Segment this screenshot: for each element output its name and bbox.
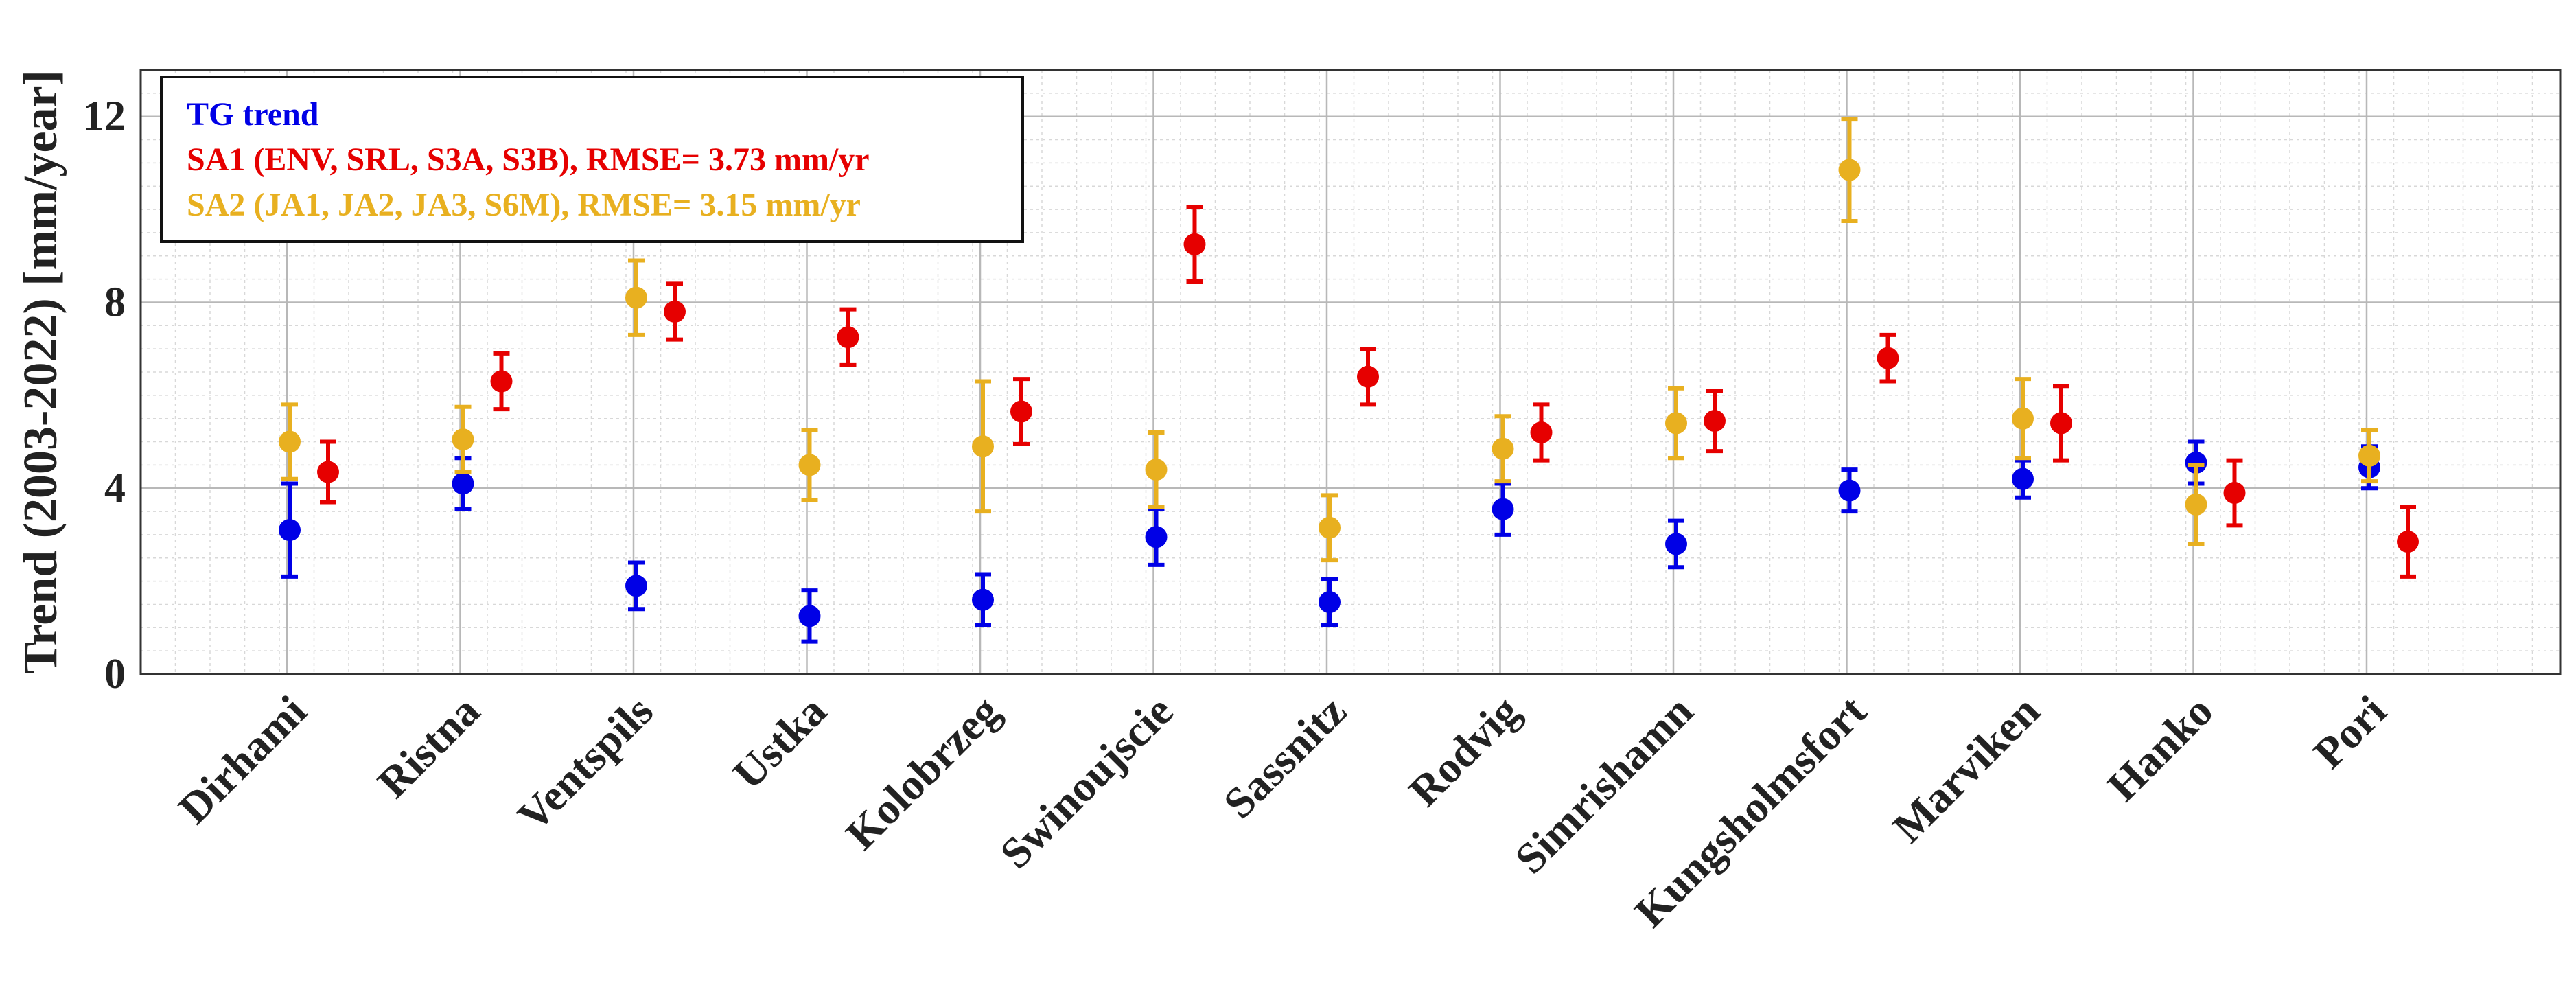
plot-frame [139,69,2562,675]
x-tick-label: Kolobrzeg [837,686,1009,859]
y-tick-label: 12 [83,93,126,140]
data-point [1145,526,1168,548]
x-tick-label: Rodvig [1400,686,1529,816]
x-tick-label: Swinoujscie [990,686,1182,878]
x-tick-label: Sassnitz [1214,686,1356,828]
legend-entry-sa1: SA1 (ENV, SRL, S3A, S3B), RMSE= 3.73 mm/… [187,141,870,178]
data-point [1357,365,1379,388]
data-point [837,326,859,349]
data-point [972,588,994,611]
y-tick-label: 4 [104,465,126,511]
y-axis-label: Trend (2003-2022) [mm/year] [14,70,67,674]
data-point [625,286,647,309]
data-point [1492,437,1514,460]
data-point [1183,233,1206,255]
data-point [1877,347,1899,369]
data-point [1319,591,1341,614]
data-point [625,575,647,597]
data-point [2012,467,2034,490]
legend-box [160,76,1024,243]
data-point [1145,459,1168,481]
x-tick-label: Hanko [2098,686,2222,811]
x-tick-labels: Dirhami Ristna Ventspils Ustka KolobrzegSwin… [169,686,2395,936]
x-tick-label: Ventspils [508,686,662,841]
y-tick-label: 0 [104,651,126,697]
data-point [1838,479,1861,502]
data-point [490,370,513,393]
y-tick-labels: 0 4 8 12 [83,93,126,697]
data-point [1319,516,1341,539]
data-point [2185,493,2207,516]
data-point [452,428,474,451]
data-point [1665,533,1687,555]
data-point [2185,452,2207,474]
x-tick-label: Ristna [368,686,489,807]
x-tick-label: Pori [2304,686,2395,778]
x-tick-label: Simrishamn [1505,686,1702,883]
data-point [1492,498,1514,520]
data-point [1010,400,1032,423]
data-point [1530,421,1553,443]
data-point [972,435,994,458]
data-point [279,430,301,453]
data-point [2050,412,2072,435]
x-tick-label: Ustka [723,686,835,798]
data-point [1665,412,1687,435]
legend-entry-tg: TG trend [187,96,319,132]
data-point [2223,482,2246,504]
data-marks [279,117,2419,644]
data-point [1704,410,1726,432]
data-point [2397,531,2419,553]
data-point [1838,159,1861,181]
x-tick-label: Dirhami [169,686,316,833]
x-tick-label: Marviken [1883,686,2049,852]
data-point [2012,407,2034,430]
legend-entry-sa2: SA2 (JA1, JA2, JA3, S6M), RMSE= 3.15 mm/… [187,187,861,223]
data-point [317,461,339,483]
data-point [798,605,821,627]
data-point [452,472,474,495]
data-point [798,454,821,476]
y-tick-label: 8 [104,279,126,325]
legend: TG trend SA1 (ENV, SRL, S3A, S3B), RMSE=… [160,76,1024,243]
data-point [664,301,686,323]
data-point [2358,444,2380,467]
data-point [279,519,301,542]
